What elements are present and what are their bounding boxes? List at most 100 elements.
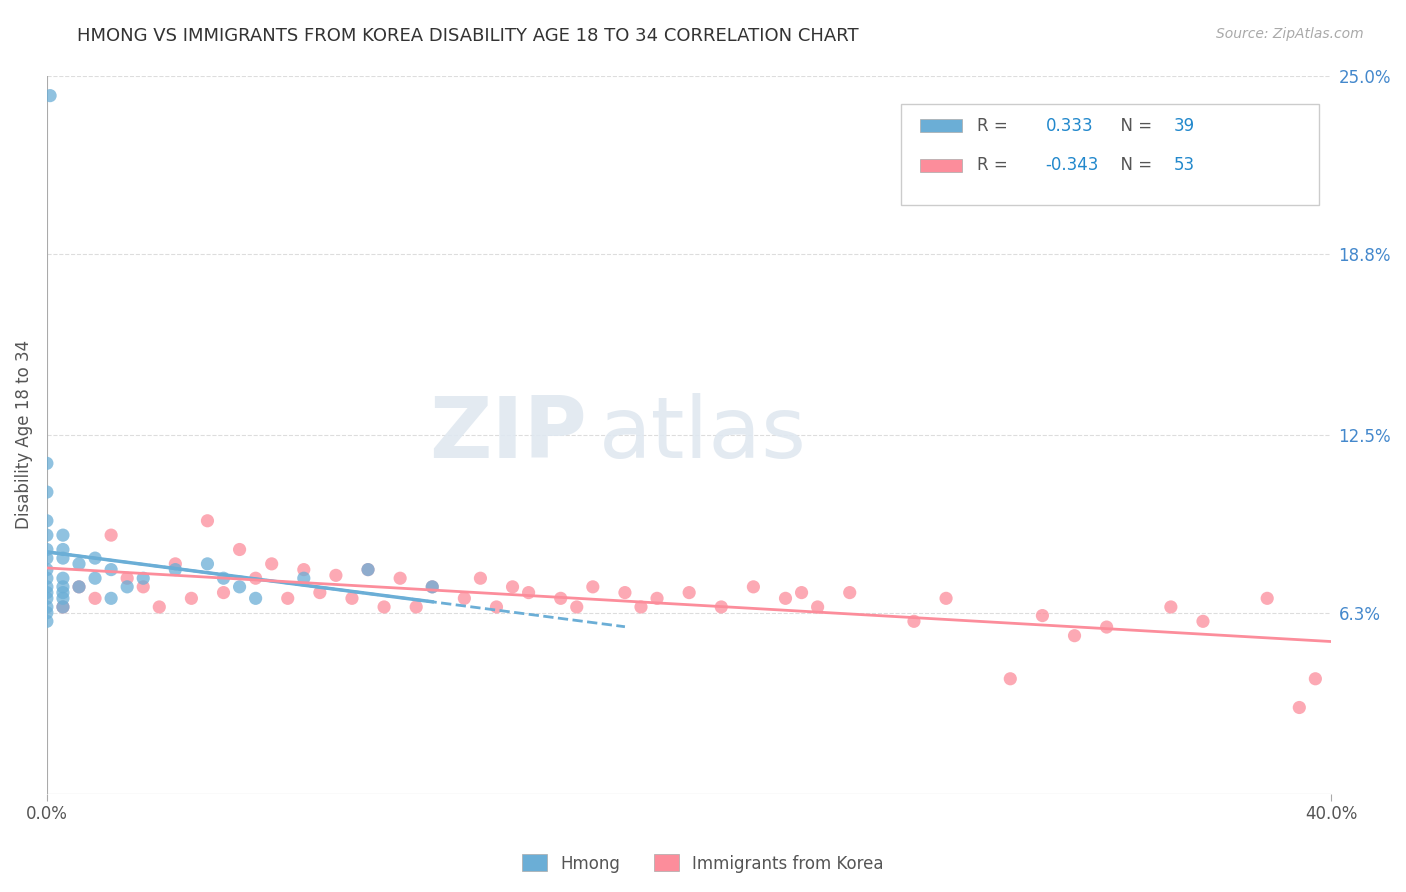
Point (245, 571, 267, 585)
Point (180, 591, 202, 606)
Point (52, 542, 75, 557)
Point (1160, 599, 1182, 614)
Point (1256, 591, 1278, 606)
Text: atlas: atlas (599, 393, 807, 476)
Point (678, 585, 700, 599)
Point (838, 585, 860, 599)
Point (485, 599, 508, 614)
Point (67, 580, 90, 594)
Point (197, 557, 219, 571)
Point (67, 557, 90, 571)
Point (357, 563, 380, 577)
Point (52, 599, 75, 614)
Point (903, 615, 925, 629)
Point (35, 551, 58, 566)
Point (775, 591, 797, 606)
Text: R =: R = (977, 156, 1014, 174)
Point (100, 528, 122, 542)
Point (228, 542, 250, 557)
Point (420, 580, 443, 594)
Point (340, 591, 363, 606)
Point (84, 551, 107, 566)
Text: R =: R = (977, 117, 1014, 135)
Point (52, 580, 75, 594)
Point (52, 551, 75, 566)
Point (357, 563, 380, 577)
Point (277, 591, 299, 606)
Point (1095, 620, 1118, 634)
Point (35, 606, 58, 620)
Point (1305, 672, 1327, 686)
Point (613, 585, 636, 599)
Point (260, 557, 283, 571)
Point (35, 580, 58, 594)
Text: ZIP: ZIP (429, 393, 586, 476)
Point (35, 615, 58, 629)
Point (197, 514, 219, 528)
Point (132, 571, 155, 585)
Point (52, 591, 75, 606)
Point (453, 591, 475, 606)
Point (39, 88, 62, 103)
Bar (901, 104, 1319, 205)
Point (212, 571, 235, 585)
Point (405, 599, 427, 614)
Point (35, 528, 58, 542)
Y-axis label: Disability Age 18 to 34: Disability Age 18 to 34 (15, 340, 32, 529)
Point (502, 580, 524, 594)
Point (645, 591, 668, 606)
Point (35, 456, 58, 470)
Point (84, 591, 107, 606)
Point (165, 557, 187, 571)
Point (148, 599, 170, 614)
Point (550, 591, 572, 606)
Point (115, 580, 138, 594)
Point (630, 599, 652, 614)
Point (115, 571, 138, 585)
Point (35, 591, 58, 606)
Point (52, 599, 75, 614)
Point (308, 585, 330, 599)
Point (292, 563, 315, 577)
Point (710, 599, 733, 614)
Point (807, 599, 830, 614)
Point (212, 585, 235, 599)
Point (35, 571, 58, 585)
Text: 39: 39 (1174, 117, 1195, 135)
Point (565, 599, 588, 614)
Point (35, 563, 58, 577)
Legend: Hmong, Immigrants from Korea: Hmong, Immigrants from Korea (516, 847, 890, 880)
Bar (921, 159, 962, 172)
Text: HMONG VS IMMIGRANTS FROM KOREA DISABILITY AGE 18 TO 34 CORRELATION CHART: HMONG VS IMMIGRANTS FROM KOREA DISABILIT… (77, 27, 859, 45)
Point (100, 563, 122, 577)
Point (35, 542, 58, 557)
Point (935, 591, 957, 606)
Text: N =: N = (1109, 117, 1157, 135)
Text: N =: N = (1109, 156, 1157, 174)
Point (790, 585, 813, 599)
Point (470, 571, 492, 585)
Point (52, 585, 75, 599)
Point (1031, 608, 1053, 623)
Point (84, 571, 107, 585)
Text: Source: ZipAtlas.com: Source: ZipAtlas.com (1216, 27, 1364, 41)
Point (35, 485, 58, 500)
Point (1000, 672, 1022, 686)
Bar (921, 120, 962, 132)
Point (228, 580, 250, 594)
Point (52, 571, 75, 585)
Point (325, 568, 347, 582)
Point (1063, 629, 1085, 643)
Point (1192, 615, 1215, 629)
Point (245, 591, 267, 606)
Point (132, 580, 155, 594)
Point (35, 514, 58, 528)
Point (292, 571, 315, 585)
Point (389, 571, 412, 585)
Point (35, 585, 58, 599)
Point (67, 580, 90, 594)
Point (742, 580, 765, 594)
Point (517, 585, 540, 599)
Point (100, 591, 122, 606)
Point (420, 580, 443, 594)
